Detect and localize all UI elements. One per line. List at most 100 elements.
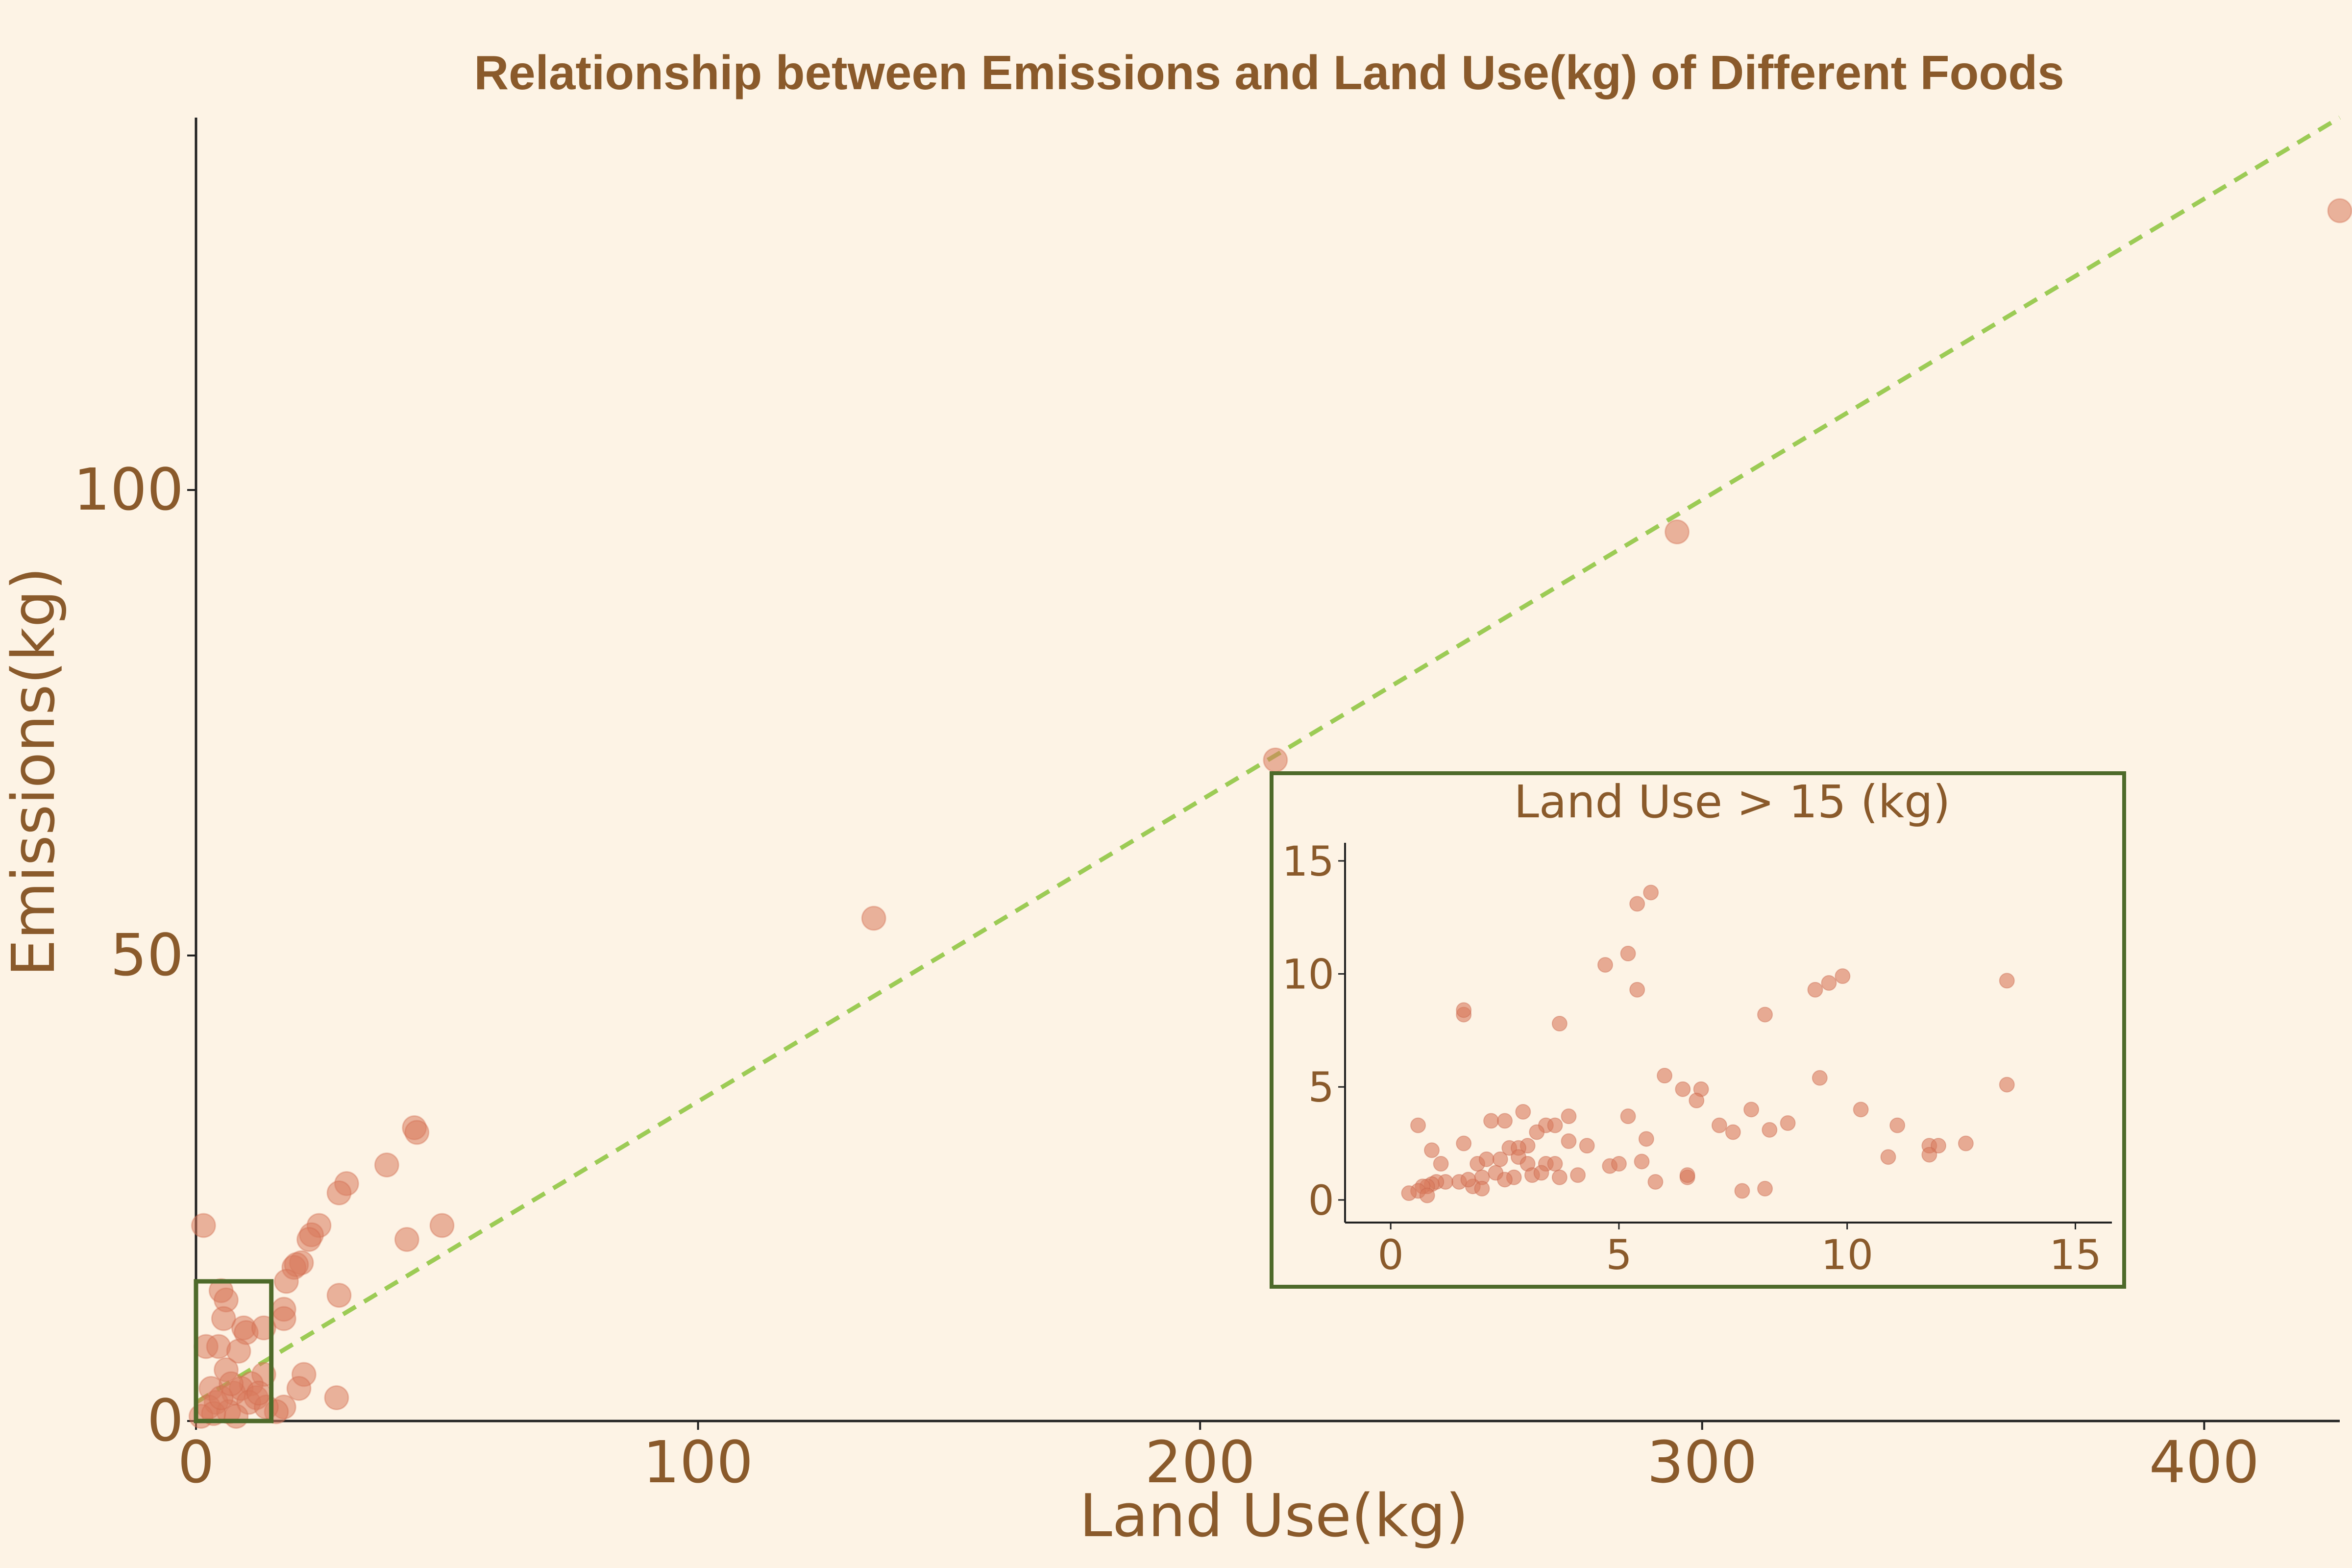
highlight-box xyxy=(194,1279,274,1423)
y-axis-label: Emissions(kg) xyxy=(0,567,68,977)
inset-scatter-point xyxy=(1762,1122,1778,1138)
inset-scatter-point xyxy=(1821,975,1837,991)
inset-scatter-point xyxy=(1410,1117,1426,1133)
inset-scatter-point xyxy=(1423,1142,1440,1158)
inset-y-tick-label: 10 xyxy=(1282,951,1334,999)
y-tick-label: 100 xyxy=(74,456,184,523)
scatter-point xyxy=(1263,747,1288,773)
inset-scatter-point xyxy=(1807,981,1823,998)
inset-scatter-point xyxy=(1401,1185,1417,1201)
inset-scatter-point xyxy=(1474,1180,1490,1197)
inset-scatter-point xyxy=(1478,1151,1494,1167)
inset-scatter-point xyxy=(1483,1113,1499,1129)
inset-y-tick-label: 0 xyxy=(1308,1176,1334,1225)
scatter-point xyxy=(246,1380,271,1406)
inset-x-tick-label: 15 xyxy=(2049,1231,2102,1279)
inset-scatter-point xyxy=(1433,1156,1449,1172)
scatter-point xyxy=(429,1213,455,1238)
inset-scatter-point xyxy=(1547,1156,1563,1172)
inset-scatter-point xyxy=(1551,1016,1568,1032)
inset-scatter-point xyxy=(1561,1133,1577,1149)
inset-scatter-point xyxy=(1889,1117,1906,1133)
inset-scatter-point xyxy=(1757,1006,1773,1023)
chart-title: Relationship between Emissions and Land … xyxy=(474,46,2064,99)
inset-scatter-point xyxy=(1629,981,1645,998)
inset-scatter-point xyxy=(1780,1115,1796,1131)
inset-scatter-point xyxy=(1456,1002,1472,1018)
inset-scatter-point xyxy=(1921,1147,1937,1163)
scatter-point xyxy=(2327,198,2352,223)
inset-x-tick-label: 0 xyxy=(1377,1231,1403,1279)
inset-frame xyxy=(1270,771,2126,1289)
x-axis-label: Land Use(kg) xyxy=(1079,1482,1469,1550)
scatter-point xyxy=(273,1269,299,1294)
inset-scatter-point xyxy=(1711,1117,1727,1133)
x-tick-label: 200 xyxy=(1145,1428,1255,1496)
inset-scatter-point xyxy=(1999,1077,2015,1093)
x-tick-label: 300 xyxy=(1647,1428,1757,1496)
inset-scatter-point xyxy=(1853,1102,1869,1118)
inset-title: Land Use > 15 (kg) xyxy=(1514,776,1951,828)
inset-scatter-point xyxy=(1880,1149,1896,1165)
inset-scatter-point xyxy=(1597,957,1613,973)
inset-scatter-point xyxy=(1529,1124,1545,1140)
inset-scatter-point xyxy=(1743,1102,1760,1118)
inset-scatter-point xyxy=(1611,1156,1627,1172)
inset-scatter-point xyxy=(1629,896,1645,912)
inset-scatter-point xyxy=(1620,1108,1636,1125)
x-tick-label: 400 xyxy=(2149,1428,2259,1496)
inset-scatter-point xyxy=(1734,1183,1750,1199)
inset-scatter-point xyxy=(1679,1167,1695,1183)
inset-scatter-point xyxy=(1725,1124,1741,1140)
inset-scatter-point xyxy=(1835,968,1851,984)
x-tick-label: 100 xyxy=(643,1428,753,1496)
scatter-point xyxy=(861,906,886,931)
inset-scatter-point xyxy=(1579,1138,1595,1154)
inset-plot: Land Use > 15 (kg) 0 5 10 15 0 5 10 15 xyxy=(1270,771,2126,1289)
inset-scatter-point xyxy=(1757,1180,1773,1197)
scatter-point xyxy=(324,1385,349,1410)
inset-x-tick-label: 10 xyxy=(1821,1231,1873,1279)
scatter-point xyxy=(219,1371,244,1396)
y-tick-label: 0 xyxy=(147,1387,184,1454)
inset-y-tick-label: 15 xyxy=(1282,837,1334,885)
inset-scatter-point xyxy=(1456,1135,1472,1152)
scatter-point xyxy=(326,1180,352,1205)
scatter-point xyxy=(226,1339,251,1364)
inset-scatter-point xyxy=(1497,1172,1513,1188)
inset-scatter-point xyxy=(1812,1070,1828,1086)
y-tick-label: 50 xyxy=(110,921,184,989)
inset-scatter-point xyxy=(1547,1117,1563,1133)
inset-scatter-point xyxy=(1999,973,2015,989)
scatter-point xyxy=(404,1120,430,1145)
inset-scatter-point xyxy=(1515,1103,1531,1120)
x-tick-label: 0 xyxy=(177,1428,214,1496)
inset-scatter-point xyxy=(1620,946,1636,962)
scatter-point xyxy=(394,1227,419,1252)
inset-scatter-point xyxy=(1931,1138,1947,1154)
inset-scatter-point xyxy=(1419,1187,1435,1203)
inset-scatter-point xyxy=(1675,1081,1691,1097)
inset-scatter-point xyxy=(1689,1092,1705,1108)
inset-scatter-point xyxy=(1533,1165,1549,1181)
inset-scatter-point xyxy=(1657,1068,1673,1084)
inset-scatter-point xyxy=(1497,1113,1513,1129)
inset-y-tick-label: 5 xyxy=(1308,1063,1334,1111)
inset-scatter-point xyxy=(1570,1167,1586,1183)
scatter-point xyxy=(286,1376,312,1401)
scatter-point xyxy=(1665,519,1690,544)
inset-scatter-point xyxy=(1643,884,1659,901)
inset-scatter-point xyxy=(1492,1151,1508,1167)
scatter-point xyxy=(296,1227,322,1252)
inset-scatter-point xyxy=(1638,1131,1654,1147)
inset-scatter-point xyxy=(1561,1108,1577,1125)
scatter-point xyxy=(326,1283,352,1308)
scatter-point xyxy=(191,1213,216,1238)
inset-x-tick-label: 5 xyxy=(1606,1231,1632,1279)
scatter-point xyxy=(211,1306,236,1331)
inset-scatter-point xyxy=(1647,1174,1664,1190)
inset-scatter-point xyxy=(1551,1169,1568,1185)
scatter-point xyxy=(374,1152,399,1177)
